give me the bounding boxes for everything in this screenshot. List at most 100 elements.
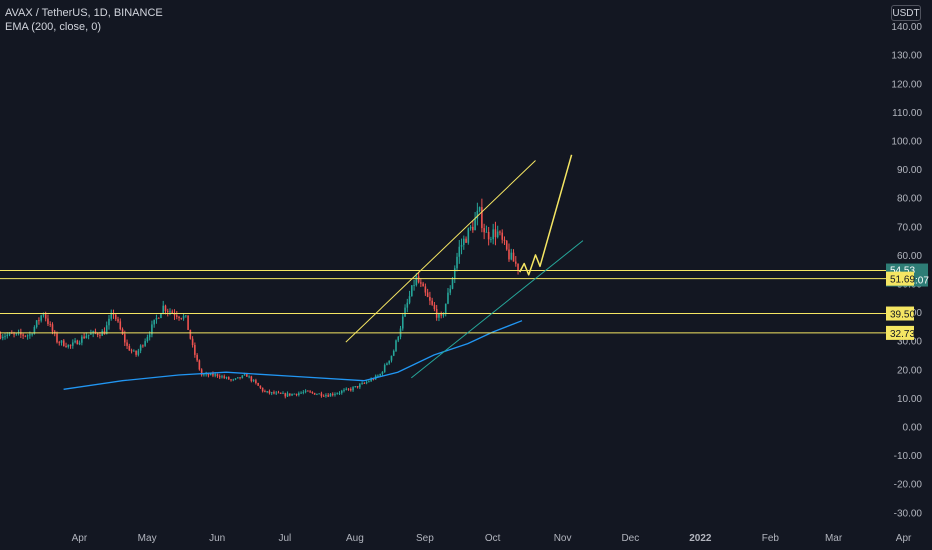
candle-body xyxy=(85,335,88,339)
candle-body xyxy=(65,346,67,348)
candle-body xyxy=(232,379,235,381)
candle-body xyxy=(277,392,280,394)
candle-body xyxy=(151,324,153,335)
candle-body xyxy=(49,323,52,325)
candle-body xyxy=(124,334,126,343)
level-price-label-bg xyxy=(886,271,914,286)
x-tick-label: Apr xyxy=(896,533,912,544)
candle-body xyxy=(212,373,214,376)
y-tick-label: 20.00 xyxy=(897,365,922,376)
candle-body xyxy=(8,332,11,335)
candle-body xyxy=(178,316,180,319)
candle-body xyxy=(514,261,517,264)
candle-body xyxy=(44,314,47,319)
candle-body xyxy=(496,231,499,238)
candle-body xyxy=(309,391,311,393)
candle-body xyxy=(142,345,144,347)
candle-body xyxy=(334,394,336,395)
candle-body xyxy=(15,333,18,334)
candle-body xyxy=(279,392,282,394)
candle-body xyxy=(392,350,395,356)
candle-body xyxy=(110,313,113,319)
candle-body xyxy=(180,318,183,319)
candle-body xyxy=(340,390,343,393)
candle-body xyxy=(422,283,424,287)
candle-body xyxy=(429,296,431,301)
candle-body xyxy=(194,345,196,355)
candle-body xyxy=(485,231,488,233)
candle-body xyxy=(449,288,452,293)
candle-body xyxy=(288,393,291,396)
candle-body xyxy=(33,326,36,334)
candle-body xyxy=(505,240,508,250)
candle-body xyxy=(243,374,246,376)
candle-body xyxy=(239,377,241,379)
candle-body xyxy=(92,331,94,334)
candle-body xyxy=(406,302,409,308)
candle-body xyxy=(365,381,368,384)
candle-body xyxy=(205,373,207,375)
candle-body xyxy=(469,226,472,229)
candle-body xyxy=(383,365,386,372)
candle-body xyxy=(38,320,40,322)
candle-body xyxy=(200,369,203,376)
candle-body xyxy=(293,393,296,395)
candle-body xyxy=(24,335,27,337)
candle-body xyxy=(117,319,119,322)
candle-body xyxy=(105,325,108,335)
candle-body xyxy=(508,249,510,260)
trendline xyxy=(411,240,584,379)
candle-body xyxy=(291,393,293,396)
candle-body xyxy=(361,383,363,385)
candle-body xyxy=(282,393,284,395)
candle-body xyxy=(227,377,230,380)
candle-body xyxy=(483,228,485,233)
candle-body xyxy=(182,315,185,319)
candle-body xyxy=(166,311,169,312)
candle-body xyxy=(237,377,239,379)
candle-body xyxy=(390,355,393,361)
candle-body xyxy=(322,395,325,397)
candle-body xyxy=(58,342,61,344)
candle-body xyxy=(492,229,494,240)
candle-body xyxy=(463,238,465,245)
candle-body xyxy=(173,313,176,316)
currency-unit-label[interactable]: USDT xyxy=(891,5,921,21)
y-tick-label: 10.00 xyxy=(897,394,922,405)
candle-body xyxy=(467,228,470,243)
candle-body xyxy=(81,336,83,343)
candle-body xyxy=(424,286,427,293)
candle-body xyxy=(304,390,307,393)
candle-body xyxy=(359,384,361,388)
candle-body xyxy=(494,229,497,238)
candle-body xyxy=(135,350,137,355)
candle-body xyxy=(379,373,381,376)
candle-body xyxy=(139,345,142,351)
candle-body xyxy=(203,374,205,376)
candle-body xyxy=(300,392,302,394)
candle-body xyxy=(60,340,63,343)
y-tick-label: -30.00 xyxy=(894,508,923,519)
candle-body xyxy=(72,342,74,346)
candle-body xyxy=(370,378,372,382)
x-tick-label: Apr xyxy=(72,533,88,544)
x-tick-label: Nov xyxy=(554,533,572,544)
x-tick-label: Feb xyxy=(762,533,780,544)
symbol-title: AVAX / TetherUS, 1D, BINANCE xyxy=(5,7,163,19)
x-tick-label: 2022 xyxy=(689,533,712,544)
candle-body xyxy=(476,210,479,219)
candle-body xyxy=(438,314,440,318)
candle-body xyxy=(458,246,461,257)
candle-body xyxy=(225,377,228,378)
candle-body xyxy=(499,231,501,233)
candle-body xyxy=(56,333,58,343)
candle-body xyxy=(230,379,232,381)
candle-body xyxy=(214,374,216,376)
candle-body xyxy=(472,226,474,231)
candle-body xyxy=(465,238,467,243)
candle-body xyxy=(517,263,519,271)
candle-body xyxy=(325,395,327,397)
candle-body xyxy=(144,341,146,346)
candle-body xyxy=(490,239,492,240)
